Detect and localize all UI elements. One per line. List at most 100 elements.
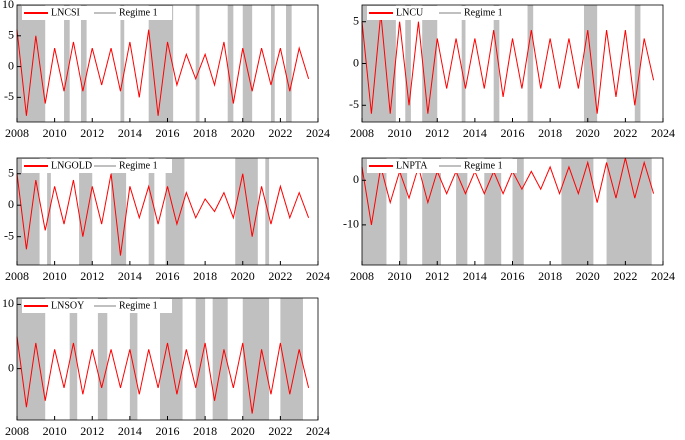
- legend-label: LNGOLD: [51, 160, 92, 171]
- x-tick-label: 2014: [463, 269, 487, 283]
- x-tick-label: 2012: [425, 126, 449, 140]
- regime-band: [456, 158, 468, 265]
- legend-label: LNPTA: [396, 160, 428, 171]
- regime-band: [195, 5, 200, 122]
- legend-label: LNSOY: [51, 300, 84, 311]
- y-tick-label: 0: [8, 360, 14, 374]
- regime-band: [227, 5, 234, 122]
- regime-band: [159, 298, 183, 420]
- x-tick-label: 2012: [80, 269, 104, 283]
- y-tick-label: 5: [8, 165, 14, 179]
- legend-label: LNCSI: [51, 7, 80, 18]
- regime-band: [512, 158, 524, 265]
- regime-band: [195, 298, 206, 420]
- regime-band: [583, 5, 598, 122]
- x-tick-label: 2018: [538, 126, 562, 140]
- y-tick-label: 5: [353, 13, 359, 27]
- regime-band: [79, 158, 93, 265]
- data-line: [361, 13, 655, 114]
- regime-band: [493, 5, 500, 122]
- x-tick-label: 2020: [231, 126, 255, 140]
- regime-band: [69, 298, 78, 420]
- x-tick-label: 2016: [156, 269, 180, 283]
- data-line: [16, 336, 310, 414]
- data-line: [16, 29, 310, 116]
- data-line: [16, 173, 310, 256]
- regime-band: [362, 5, 396, 122]
- legend-label: Regime 1: [464, 7, 503, 18]
- regime-band: [399, 158, 408, 265]
- regime-band: [17, 5, 46, 122]
- y-tick-label: 0: [8, 197, 14, 211]
- y-tick-label: 5: [8, 28, 14, 42]
- x-tick-label: 2020: [231, 424, 255, 438]
- y-tick-label: 10: [2, 296, 14, 310]
- x-tick-label: 2010: [43, 126, 67, 140]
- regime-band: [461, 5, 466, 122]
- x-tick-label: 2010: [43, 269, 67, 283]
- x-tick-label: 2012: [80, 424, 104, 438]
- x-tick-label: 2020: [231, 269, 255, 283]
- x-tick-label: 2022: [268, 269, 292, 283]
- regime-band: [165, 158, 185, 265]
- x-tick-label: 2010: [43, 424, 67, 438]
- x-tick-label: 2008: [5, 269, 29, 283]
- regime-band: [97, 298, 108, 420]
- y-tick-label: 0: [8, 58, 14, 72]
- y-tick-label: 0: [353, 172, 359, 186]
- y-tick-label: 0: [353, 55, 359, 69]
- plot-area: [362, 5, 663, 122]
- panel: 5 0 -5 2008 2010 2012 2014 2016 2018 2020 2022 2024…: [349, 4, 675, 140]
- x-tick-label: 2022: [613, 126, 637, 140]
- x-tick-label: 2014: [463, 126, 487, 140]
- legend-label: Regime 1: [119, 160, 158, 171]
- regime-band: [527, 5, 534, 122]
- regime-band: [362, 158, 387, 265]
- regime-band: [405, 5, 411, 122]
- panel: 0 -10 2008 2010 2012 2014 2016 2018 2020 2022 2024…: [343, 157, 675, 283]
- x-tick-label: 2016: [156, 424, 180, 438]
- x-tick-label: 2014: [118, 126, 142, 140]
- x-tick-label: 2018: [193, 269, 217, 283]
- x-tick-label: 2018: [193, 424, 217, 438]
- regime-band: [242, 5, 253, 122]
- legend-label: Regime 1: [119, 7, 158, 18]
- x-tick-label: 2024: [306, 269, 330, 283]
- x-tick-label: 2012: [425, 269, 449, 283]
- legend-label: Regime 1: [119, 300, 158, 311]
- regime-band: [265, 158, 270, 265]
- x-tick-label: 2022: [268, 126, 292, 140]
- regime-band: [64, 5, 70, 122]
- regime-band: [422, 5, 438, 122]
- regime-band: [561, 158, 594, 265]
- x-tick-label: 2010: [388, 269, 412, 283]
- panel: 5 0 -5 2008 2010 2012 2014 2016 2018 2020 2022 2024…: [4, 157, 330, 283]
- x-tick-label: 2014: [118, 269, 142, 283]
- regime-band: [242, 298, 270, 420]
- regime-band: [280, 298, 303, 420]
- x-tick-label: 2018: [538, 269, 562, 283]
- regime-band: [80, 5, 87, 122]
- regime-band: [235, 158, 258, 265]
- regime-band: [634, 5, 641, 122]
- regime-band: [129, 298, 138, 420]
- regime-band: [120, 5, 125, 122]
- x-tick-label: 2020: [576, 269, 600, 283]
- legend-label: LNCU: [396, 7, 424, 18]
- x-tick-label: 2008: [5, 126, 29, 140]
- regime-band: [270, 5, 275, 122]
- regime-band: [17, 298, 46, 420]
- x-tick-label: 2016: [501, 269, 525, 283]
- legend-label: Regime 1: [464, 160, 503, 171]
- regime-band: [17, 158, 40, 265]
- x-tick-label: 2022: [268, 424, 292, 438]
- x-tick-label: 2008: [350, 126, 374, 140]
- x-tick-label: 2022: [613, 269, 637, 283]
- x-tick-label: 2014: [118, 424, 142, 438]
- x-tick-label: 2024: [306, 424, 330, 438]
- y-tick-label: -10: [343, 217, 359, 231]
- y-tick-label: -5: [349, 97, 359, 111]
- x-tick-label: 2020: [576, 126, 600, 140]
- regime-band: [111, 158, 127, 265]
